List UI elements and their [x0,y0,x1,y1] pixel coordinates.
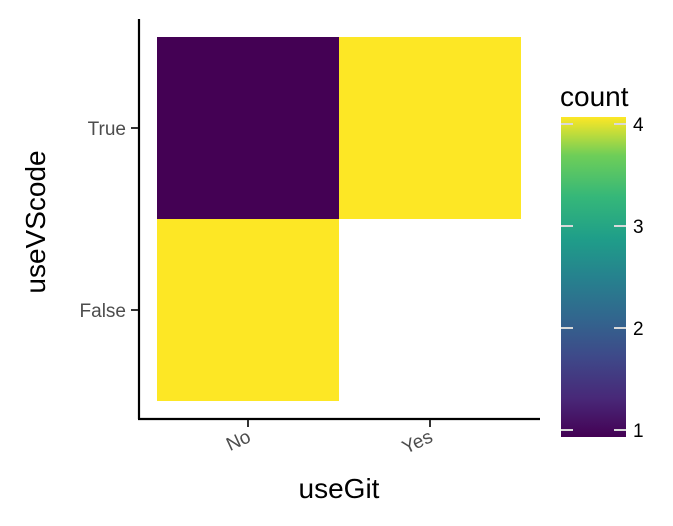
y-tick-label: False [80,301,126,322]
legend-tick-label: 1 [633,421,644,442]
heatmap-cell-yes-true [339,37,521,219]
legend-ticks: 1 2 3 4 [561,115,644,442]
legend-tick-label: 3 [633,217,644,238]
heatmap-cell-no-false [157,219,339,401]
x-tick-label: Yes [399,426,436,458]
x-tick-label: No [223,426,254,455]
legend-title: count [560,81,629,112]
y-axis-title: useVScode [20,150,51,293]
heatmap-cells [157,37,521,401]
x-axis-ticks: No Yes [223,420,436,459]
y-tick-label: True [88,119,126,140]
x-axis-title: useGit [299,473,380,504]
heatmap-cell-no-true [157,37,339,219]
legend-tick-label: 2 [633,319,644,340]
legend-colorbar [561,117,626,437]
legend-tick-label: 4 [633,115,644,136]
y-axis-ticks: False True [80,119,138,322]
